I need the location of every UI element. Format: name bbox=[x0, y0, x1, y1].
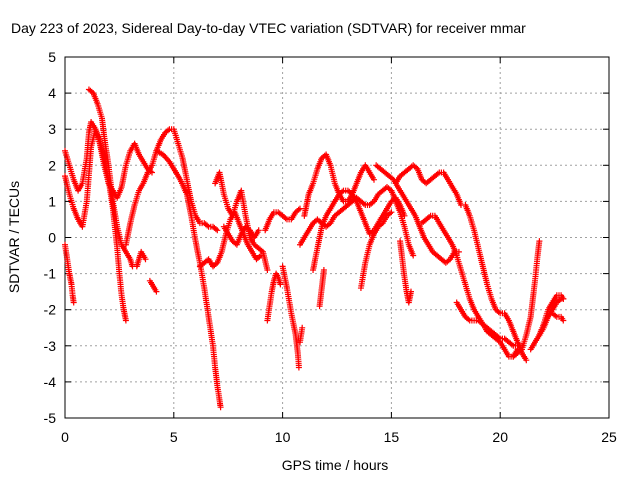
marker-path bbox=[297, 324, 306, 346]
axis-ticks: 0 5 10 15 20 25 -5 -4 -3 -2 -1 0 1 2 3 4 5 bbox=[44, 49, 617, 445]
series-arc-10 bbox=[212, 169, 271, 273]
marker-path bbox=[549, 310, 567, 324]
series-arc-25 bbox=[453, 299, 525, 349]
marker-path bbox=[212, 169, 271, 273]
series-arc-29 bbox=[536, 292, 567, 338]
series-arc-22 bbox=[392, 162, 464, 208]
series-arc-26 bbox=[462, 202, 530, 364]
marker-path bbox=[133, 248, 149, 270]
x-tick-label: 15 bbox=[384, 429, 400, 445]
y-tick-label: 0 bbox=[48, 230, 56, 246]
marker-path bbox=[316, 267, 327, 310]
y-tick-label: -4 bbox=[44, 374, 57, 390]
data-markers bbox=[62, 86, 567, 411]
y-tick-label: -1 bbox=[44, 266, 57, 282]
marker-path bbox=[373, 162, 462, 266]
x-axis-label: GPS time / hours bbox=[282, 457, 389, 473]
series-arc-11 bbox=[220, 223, 262, 248]
marker-path bbox=[392, 162, 464, 208]
marker-path bbox=[462, 202, 530, 364]
marker-path bbox=[279, 263, 302, 371]
marker-path bbox=[85, 86, 136, 270]
marker-path bbox=[301, 151, 377, 219]
series-arc-6 bbox=[133, 248, 149, 270]
marker-path bbox=[536, 292, 567, 338]
x-tick-label: 25 bbox=[601, 429, 617, 445]
series-arc-12 bbox=[262, 205, 303, 234]
marker-path bbox=[310, 187, 408, 273]
series-arc-21 bbox=[373, 162, 462, 266]
x-tick-label: 0 bbox=[61, 429, 69, 445]
marker-path bbox=[122, 126, 221, 248]
y-tick-label: -3 bbox=[44, 338, 57, 354]
chart-title: Day 223 of 2023, Sidereal Day-to-day VTE… bbox=[11, 20, 526, 36]
y-tick-label: -5 bbox=[44, 410, 57, 426]
series-arc-8 bbox=[153, 147, 224, 411]
marker-path bbox=[264, 270, 284, 324]
series-arc-19 bbox=[316, 267, 327, 310]
marker-path bbox=[397, 238, 414, 306]
y-tick-label: 3 bbox=[48, 121, 56, 137]
y-tick-label: 4 bbox=[48, 85, 56, 101]
marker-path bbox=[357, 209, 395, 292]
series-arc-15 bbox=[297, 324, 306, 346]
marker-path bbox=[220, 223, 262, 248]
y-tick-label: 2 bbox=[48, 157, 56, 173]
series-arc-18 bbox=[310, 187, 408, 273]
y-axis-label: SDTVAR / TECUs bbox=[6, 181, 22, 293]
y-tick-label: 1 bbox=[48, 193, 56, 209]
series-arc-23 bbox=[397, 238, 414, 306]
series-arc-5 bbox=[122, 126, 221, 248]
y-tick-label: 5 bbox=[48, 49, 56, 65]
x-tick-label: 10 bbox=[275, 429, 291, 445]
marker-path bbox=[62, 241, 77, 306]
marker-path bbox=[453, 299, 525, 349]
y-tick-label: -2 bbox=[44, 302, 57, 318]
x-tick-label: 5 bbox=[170, 429, 178, 445]
series-arc-4 bbox=[85, 86, 136, 270]
grid-lines bbox=[65, 57, 609, 418]
series-arc-16 bbox=[301, 151, 377, 219]
series-arc-20 bbox=[357, 209, 395, 292]
series-arc-14 bbox=[279, 263, 302, 371]
marker-path bbox=[262, 205, 303, 234]
series-arc-13 bbox=[264, 270, 284, 324]
marker-path bbox=[146, 277, 160, 295]
x-tick-label: 20 bbox=[492, 429, 508, 445]
series-arc-3 bbox=[62, 241, 77, 306]
series-arc-7 bbox=[146, 277, 160, 295]
series-arc-30 bbox=[549, 310, 567, 324]
marker-path bbox=[510, 238, 543, 360]
marker-path bbox=[153, 147, 224, 411]
series-arc-27 bbox=[510, 238, 543, 360]
